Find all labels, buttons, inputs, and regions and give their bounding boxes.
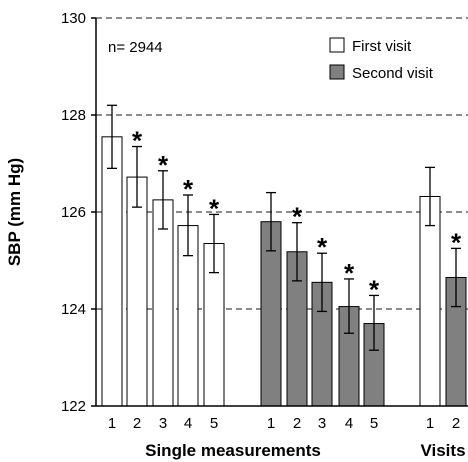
- x-tick-label-1-1: 1: [108, 415, 116, 432]
- significance-star-1-3: *: [158, 150, 169, 180]
- significance-star-1-2: *: [132, 126, 143, 156]
- y-tick-label-126: 126: [61, 204, 86, 221]
- legend: First visit Second visit: [329, 37, 434, 82]
- x-tick-label-1-10: 5: [370, 415, 378, 432]
- significance-star-1-10: *: [369, 274, 380, 304]
- bar-1-3: [152, 199, 174, 407]
- sample-size-annotation: n= 2944: [108, 39, 163, 56]
- x-tick-label-1-7: 2: [293, 415, 301, 432]
- y-tick-labels: 122 124 126 128 130: [61, 10, 86, 415]
- bars: [101, 136, 467, 407]
- x-tick-label-2-2: 2: [452, 415, 460, 432]
- x-tick-label-1-9: 4: [345, 415, 353, 432]
- legend-swatch-first-visit: [329, 37, 345, 53]
- gridlines: [96, 17, 468, 310]
- x-tick-label-2-1: 1: [426, 415, 434, 432]
- x-tick-label-1-5: 5: [210, 415, 218, 432]
- y-tick-label-124: 124: [61, 301, 86, 318]
- legend-label-second-visit: Second visit: [352, 65, 434, 82]
- axes: [91, 17, 468, 407]
- significance-star-1-9: *: [344, 258, 355, 288]
- group-label-1: Single measurements: [145, 441, 321, 460]
- significance-star-1-5: *: [209, 193, 220, 223]
- group-label-2: Visits: [420, 441, 465, 460]
- group-labels: Single measurements Visits: [145, 441, 465, 460]
- x-tick-label-1-8: 3: [318, 415, 326, 432]
- significance-star-1-7: *: [292, 202, 303, 232]
- x-tick-label-1-3: 3: [159, 415, 167, 432]
- significance-star-1-4: *: [183, 174, 194, 204]
- significance-star-2-2: *: [451, 227, 462, 257]
- significance-markers: * * * * * * * * *: [132, 126, 462, 305]
- legend-swatch-second-visit: [329, 64, 345, 80]
- y-tick-label-122: 122: [61, 398, 86, 415]
- y-tick-label-130: 130: [61, 10, 86, 27]
- significance-star-1-8: *: [317, 232, 328, 262]
- legend-label-first-visit: First visit: [352, 38, 412, 55]
- y-tick-label-128: 128: [61, 107, 86, 124]
- bar-1-1: [101, 136, 123, 407]
- x-tick-label-1-2: 2: [133, 415, 141, 432]
- y-axis-label: SBP (mm Hg): [5, 158, 24, 266]
- bar-1-2: [126, 176, 148, 407]
- error-bars: [107, 104, 461, 351]
- x-tick-label-1-6: 1: [267, 415, 275, 432]
- x-tick-label-1-4: 4: [184, 415, 192, 432]
- bar-2-1: [419, 195, 441, 407]
